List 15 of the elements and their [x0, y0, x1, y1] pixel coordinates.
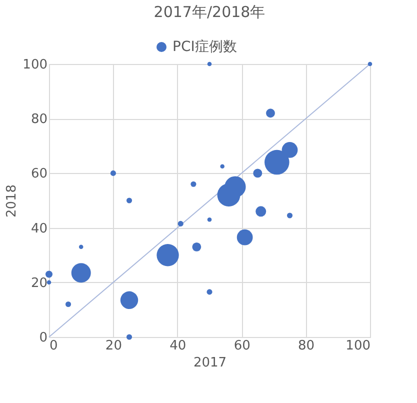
x-axis-title: 2017 [193, 356, 227, 370]
chart-title: 2017年/2018年 [154, 3, 266, 21]
x-tick-label: 40 [170, 338, 186, 354]
x-tick-label: 20 [105, 338, 122, 354]
y-axis-title: 2018 [4, 184, 20, 218]
y-tick-label: 20 [30, 276, 48, 291]
x-tick-label: 60 [234, 338, 250, 354]
x-tick-label: 0 [50, 338, 58, 354]
y-tick-label: 60 [30, 166, 48, 182]
x-tick-label: 80 [298, 338, 315, 354]
y-tick-label: 80 [30, 112, 48, 128]
y-tick-label: 40 [30, 221, 48, 236]
y-tick-label: 100 [22, 58, 48, 72]
x-tick-label: 100 [346, 338, 370, 354]
legend-label: PCI症例数 [172, 39, 237, 55]
